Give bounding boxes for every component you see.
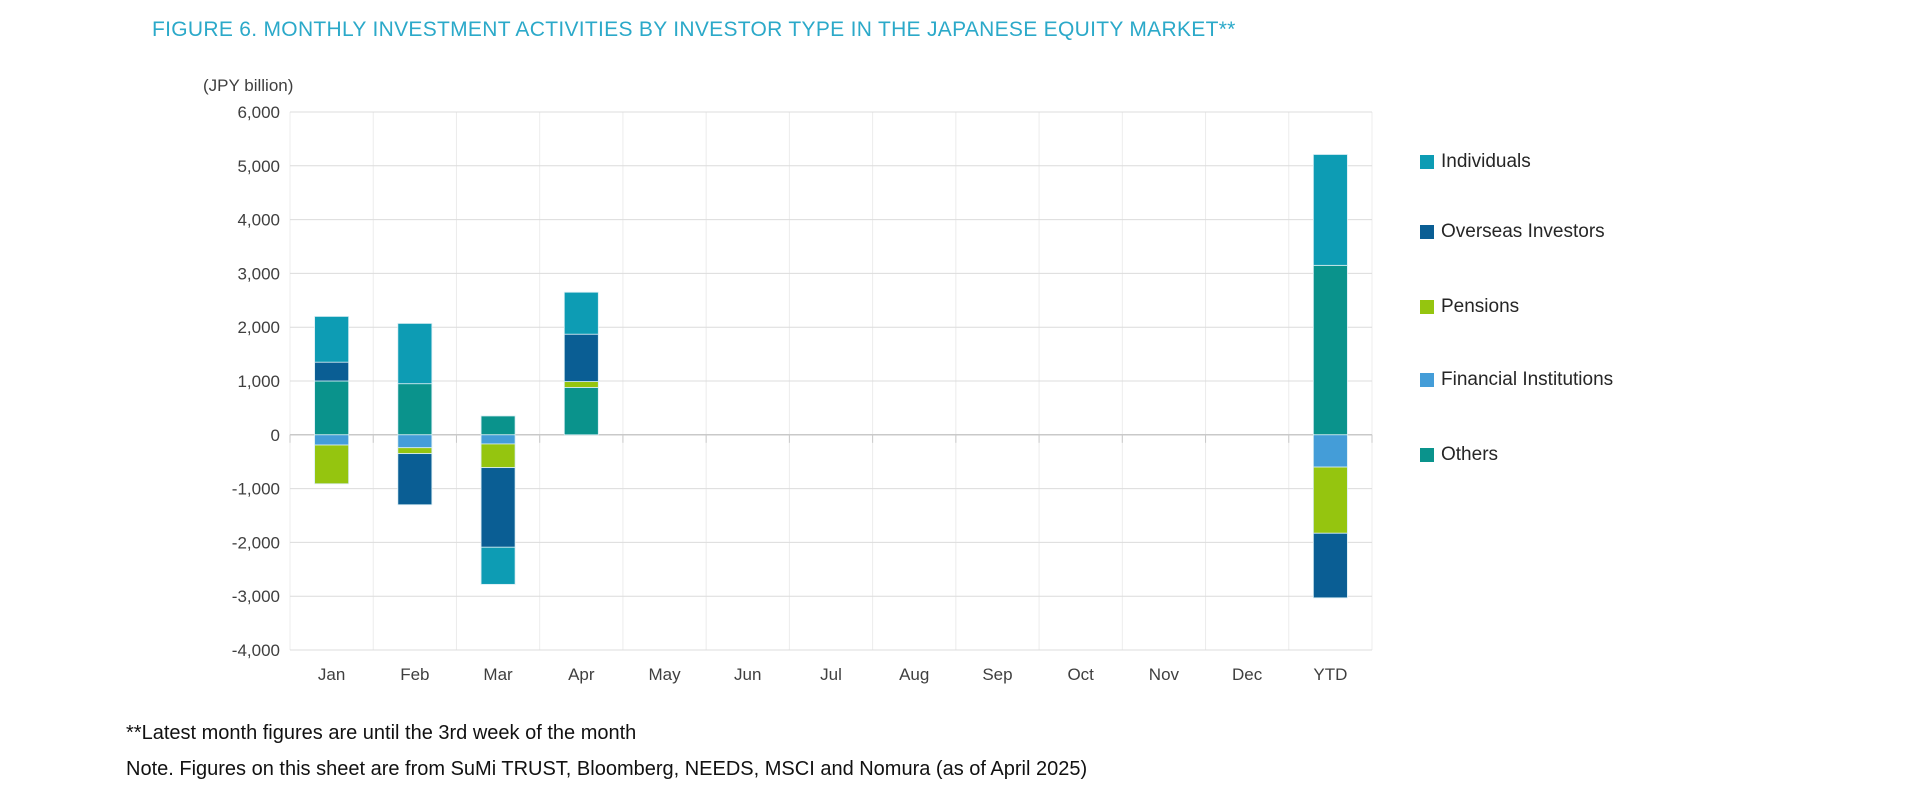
bar-segment-apr-others — [563, 387, 599, 436]
x-axis-label-jul: Jul — [820, 665, 842, 684]
legend-item-pensions: Pensions — [1420, 295, 1519, 319]
legend-item-others: Others — [1420, 443, 1498, 467]
legend-item-financial-institutions: Financial Institutions — [1420, 368, 1613, 392]
y-axis-tick-label: -1,000 — [232, 480, 280, 499]
bar-segment-ytd-pensions — [1312, 466, 1348, 534]
x-axis-label-may: May — [648, 665, 681, 684]
x-axis-label-sep: Sep — [982, 665, 1012, 684]
y-axis-tick-label: 4,000 — [237, 211, 280, 230]
x-axis-label-feb: Feb — [400, 665, 429, 684]
bar-segment-jan-overseas_investors — [314, 361, 350, 382]
x-axis-label-mar: Mar — [483, 665, 513, 684]
bar-segment-feb-financial_institutions — [397, 434, 433, 449]
x-axis-label-jan: Jan — [318, 665, 345, 684]
legend-label: Others — [1441, 444, 1499, 465]
bar-segment-jan-financial_institutions — [314, 434, 350, 446]
bar-segment-apr-pensions — [563, 381, 599, 388]
legend-label: Individuals — [1441, 151, 1531, 172]
y-axis-tick-label: 3,000 — [237, 264, 280, 283]
y-axis-tick-label: 2,000 — [237, 318, 280, 337]
legend-item-overseas-investors: Overseas Investors — [1420, 220, 1605, 244]
bar-segment-feb-pensions — [397, 447, 433, 455]
y-axis-tick-label: -3,000 — [232, 587, 280, 606]
bar-segment-feb-others — [397, 383, 433, 436]
x-axis-label-aug: Aug — [899, 665, 929, 684]
bar-segment-jan-others — [314, 380, 350, 436]
bar-segment-feb-overseas_investors — [397, 453, 433, 506]
legend-label: Pensions — [1441, 296, 1520, 317]
legend-swatch-others — [1420, 448, 1434, 462]
bar-segment-ytd-overseas_investors — [1312, 532, 1348, 599]
x-axis-label-oct: Oct — [1067, 665, 1094, 684]
legend-label: Financial Institutions — [1441, 369, 1614, 390]
bar-segment-mar-individuals — [480, 546, 516, 585]
y-axis-tick-label: -2,000 — [232, 533, 280, 552]
legend-swatch-financial-institutions — [1420, 373, 1434, 387]
bar-segment-apr-individuals — [563, 291, 599, 335]
footnote-source: Note. Figures on this sheet are from SuM… — [126, 758, 1088, 780]
legend-swatch-overseas-investors — [1420, 225, 1434, 239]
x-axis-label-jun: Jun — [734, 665, 761, 684]
bar-segment-mar-others — [480, 415, 516, 436]
legend-item-individuals: Individuals — [1420, 150, 1531, 174]
x-axis-label-nov: Nov — [1149, 665, 1180, 684]
x-axis-label-apr: Apr — [568, 665, 595, 684]
y-axis-tick-label: 6,000 — [237, 103, 280, 122]
bar-segment-feb-individuals — [397, 323, 433, 385]
y-axis-tick-label: 1,000 — [237, 372, 280, 391]
bar-segment-mar-overseas_investors — [480, 467, 516, 548]
x-axis-label-ytd: YTD — [1313, 665, 1347, 684]
bar-segment-mar-financial_institutions — [480, 434, 516, 445]
legend-swatch-individuals — [1420, 155, 1434, 169]
footnote-latest-month: **Latest month figures are until the 3rd… — [126, 722, 637, 744]
x-axis-label-dec: Dec — [1232, 665, 1263, 684]
bar-segment-ytd-others — [1312, 264, 1348, 436]
chart-title: FIGURE 6. MONTHLY INVESTMENT ACTIVITIES … — [152, 18, 1236, 41]
y-axis-tick-label: 5,000 — [237, 157, 280, 176]
bar-segment-jan-pensions — [314, 444, 350, 485]
y-axis-unit-label: (JPY billion) — [203, 76, 294, 95]
bar-segment-apr-overseas_investors — [563, 333, 599, 382]
y-axis-tick-label: 0 — [271, 426, 280, 445]
y-axis-tick-label: -4,000 — [232, 641, 280, 660]
bar-segment-ytd-financial_institutions — [1312, 434, 1348, 468]
bar-segment-ytd-individuals — [1312, 154, 1348, 266]
bar-segment-mar-pensions — [480, 443, 516, 469]
legend-swatch-pensions — [1420, 300, 1434, 314]
bar-segment-jan-individuals — [314, 316, 350, 363]
legend-label: Overseas Investors — [1441, 221, 1605, 242]
